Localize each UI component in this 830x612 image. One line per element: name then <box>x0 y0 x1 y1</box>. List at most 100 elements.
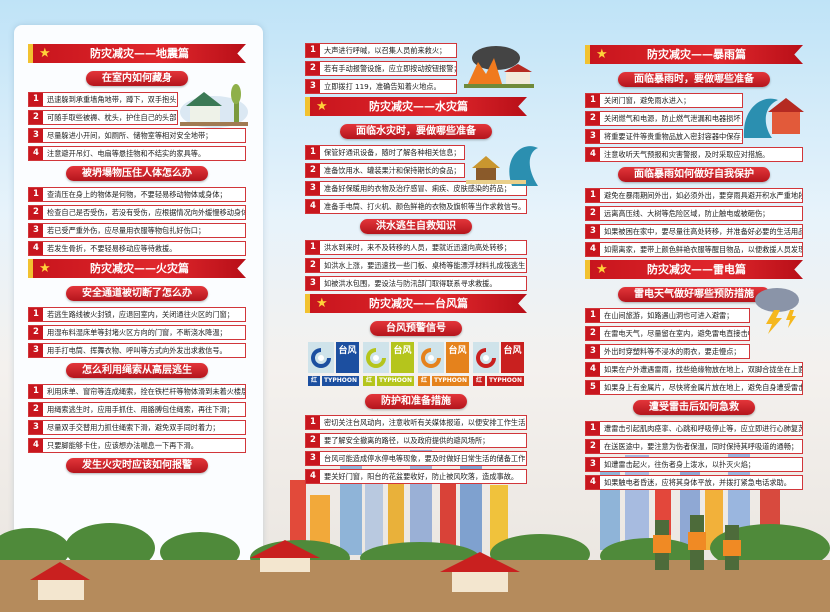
list-item: 4 准备手电筒、打火机、颜色鲜艳的衣物及旗帜等当作求救信号。 <box>305 199 527 214</box>
typhoon-swirl-icon <box>473 342 499 373</box>
item-text: 只要脚能够卡住，应该想办法喘息一下再下滑。 <box>47 441 198 450</box>
item-number: 3 <box>306 452 320 465</box>
list-item: 2 在送医途中，要注意为伤者保温，同时保持其呼吸道的通畅； <box>585 439 803 454</box>
thunder-cloud-icon <box>755 288 799 334</box>
list-item: 4 要关好门窗，阳台的花盆要收好，防止被风吹落，造成事故。 <box>305 469 527 484</box>
list-item: 3 用手打电筒、挥舞衣物、呼叫等方式向外发出求救信号。 <box>28 343 246 358</box>
list-item: 4 如果在户外遭遇雷雨，找些绝缘物放在地上，双脚合拢坐在上面； <box>585 362 803 377</box>
list-item: 2 如洪水上涨，要迅速找一些门板、桌椅等能漂浮材料扎成筏逃生； <box>305 258 527 273</box>
item-number: 2 <box>306 259 320 272</box>
item-text: 将重要证件等贵重物品放入密封容器中保存； <box>604 132 743 141</box>
banner-title: 防灾减灾——火灾篇 <box>90 262 189 275</box>
item-text: 用绳索逃生时，应用手抓住、用胳膊包住绳索，再往下滑； <box>47 405 234 414</box>
subsection-heading: 台风预警信号 <box>370 321 462 336</box>
item-text: 检查自己是否受伤，若没有受伤，应根据情况向外缓慢移动身体； <box>47 208 246 217</box>
banner-title: 防灾减灾——台风篇 <box>369 297 468 310</box>
item-number: 3 <box>29 129 43 142</box>
typhoon-signal-row: 台风红 TYPHOON 台风红 TYPHOON 台风红 TYPHOON 台风红 TYPHOON <box>305 342 527 386</box>
item-number: 2 <box>29 403 43 416</box>
typhoon-cn-label: 台风 <box>391 342 414 373</box>
list-item: 2 用绳索逃生时，应用手抓住、用胳膊包住绳索，再往下滑； <box>28 402 246 417</box>
list-item: 4 注意收听天气预报和灾害警报，及时采取应对措施。 <box>585 147 803 162</box>
list-item: 2 可随手取些被褥、枕头，护住自己的头部； <box>28 110 178 125</box>
item-text: 若发生骨折，不要轻易移动应等待救援。 <box>47 244 177 253</box>
item-number: 2 <box>586 112 600 125</box>
item-number: 1 <box>29 188 43 201</box>
subsection-heading: 发生火灾时应该如何报警 <box>66 458 208 473</box>
typhoon-en-label: TYPHOON <box>377 376 414 386</box>
list-item: 1 关闭门窗，避免雨水进入； <box>585 93 743 108</box>
item-number: 1 <box>29 308 43 321</box>
typhoon-signal-card: 台风红 TYPHOON <box>308 342 359 386</box>
list-item: 4 如需离家，要带上颜色鲜艳衣服等醒目物品，以便救援人员发现。 <box>585 242 803 257</box>
subsection-heading: 面临暴雨时，要做哪些准备 <box>618 72 770 87</box>
banner-title: 防灾减灾——地震篇 <box>90 47 189 60</box>
item-text: 用手打电筒、挥舞衣物、呼叫等方式向外发出求救信号。 <box>47 346 227 355</box>
list-item: 1 若逃生路线被火封锁，应退回室内，关闭通往火区的门窗； <box>28 307 246 322</box>
list-item: 4 只要脚能够卡住，应该想办法喘息一下再下滑。 <box>28 438 246 453</box>
typhoon-en-label: TYPHOON <box>432 376 469 386</box>
item-number: 3 <box>306 277 320 290</box>
list-item: 1 查清压在身上的物体是何物，不要轻易移动物体或身体； <box>28 187 246 202</box>
list-item: 1 在山间旅游，如路遇山洞也可进入避雷； <box>585 308 750 323</box>
list-item: 3 如遭雷击起火，往伤者身上泼水，以扑灭火焰； <box>585 457 803 472</box>
item-number: 3 <box>29 421 43 434</box>
item-text: 保管好通讯设备，随时了解各种相关信息； <box>324 148 461 157</box>
item-text: 在雷电天气，尽量留在室内，避免雷电直接击中； <box>604 329 750 338</box>
item-number: 2 <box>586 327 600 340</box>
item-number: 1 <box>586 309 600 322</box>
typhoon-cn-label: 台风 <box>501 342 524 373</box>
section-banner: ★ 防灾减灾——暴雨篇 <box>585 45 803 64</box>
list-item: 2 在雷电天气，尽量留在室内，避免雷电直接击中； <box>585 326 750 341</box>
item-number: 4 <box>29 147 43 160</box>
item-number: 3 <box>586 458 600 471</box>
item-text: 如果在户外遭遇雷雨，找些绝缘物放在地上，双脚合拢坐在上面； <box>604 365 803 374</box>
typhoon-swirl-icon <box>418 342 444 373</box>
list-item: 3 如被洪水包围，要设法与防汛部门取得联系寻求救援。 <box>305 276 527 291</box>
list-item: 2 远离高压线、大树等危险区域，防止触电或被砸伤； <box>585 206 803 221</box>
item-text: 若已受严重外伤，应尽量用衣服等物包扎好伤口； <box>47 226 206 235</box>
item-number: 1 <box>306 241 320 254</box>
typhoon-cn-label: 台风 <box>336 342 359 373</box>
item-number: 2 <box>586 440 600 453</box>
item-number: 1 <box>306 416 320 429</box>
subsection-heading: 雷电天气做好哪些预防措施 <box>618 287 770 302</box>
list-item: 3 如果被困在家中，要尽量往高处转移，并准备好必要的生活用品； <box>585 224 803 239</box>
item-number: 1 <box>586 422 600 435</box>
section-banner: ★ 防灾减灾——火灾篇 <box>28 259 246 278</box>
star-icon: ★ <box>39 46 51 61</box>
item-text: 台风可能造成停水停电等现象，要及时做好日常生活的储备工作； <box>324 454 527 463</box>
subsection-heading: 防护和准备措施 <box>365 394 467 409</box>
item-text: 准备手电筒、打火机、颜色鲜艳的衣物及旗帜等当作求救信号。 <box>324 202 526 211</box>
item-number: 2 <box>29 111 43 124</box>
section-banner: ★ 防灾减灾——雷电篇 <box>585 260 803 279</box>
item-number: 4 <box>306 470 320 483</box>
item-number: 4 <box>586 363 600 376</box>
item-text: 如被洪水包围，要设法与防汛部门取得联系寻求救援。 <box>324 279 497 288</box>
item-text: 如遭雷击起火，往伤者身上泼水，以扑灭火焰； <box>604 460 755 469</box>
star-icon: ★ <box>39 261 51 276</box>
item-text: 准备饮用水、罐装果汁和保持期长的食品； <box>324 166 461 175</box>
list-item: 3 外出时穿塑料等不浸水的雨衣，要走慢点； <box>585 344 750 359</box>
item-number: 1 <box>29 385 43 398</box>
typhoon-cn-label: 台风 <box>446 342 469 373</box>
item-text: 如需离家，要带上颜色鲜艳衣服等醒目物品，以便救援人员发现。 <box>604 245 803 254</box>
list-item: 2 检查自己是否受伤，若没有受伤，应根据情况向外缓慢移动身体； <box>28 205 246 220</box>
item-text: 准备好保暖用的衣物及治疗感冒、痢疾、皮肤感染的药品； <box>324 184 511 193</box>
list-item: 3 立即拨打 119，准确告知着火地点。 <box>305 79 457 94</box>
item-text: 若有手动报警设施，应立即按动按钮报警； <box>324 64 457 73</box>
list-item: 2 关闭燃气和电源，防止燃气泄漏和电器损坏； <box>585 111 743 126</box>
list-item: 1 遭雷击引起肌肉痉挛、心跳和呼吸停止等，应立即进行心肺复苏术； <box>585 421 803 436</box>
column-1: ★ 防灾减灾——地震篇 在室内如何藏身 1 迅速躲到承重墙角地带，蹲下，双手抱头； 2 可随… <box>28 44 246 479</box>
item-text: 如果触电者昏迷，应将其身体平放，并拨打紧急电话求助。 <box>604 478 791 487</box>
typhoon-en-label: TYPHOON <box>487 376 524 386</box>
list-item: 1 大声进行呼喊，以召集人员前来救火； <box>305 43 457 58</box>
item-number: 3 <box>586 225 600 238</box>
item-text: 迅速躲到承重墙角地带，蹲下，双手抱头； <box>47 95 178 104</box>
star-icon: ★ <box>316 296 328 311</box>
item-text: 遭雷击引起肌肉痉挛、心跳和呼吸停止等，应立即进行心肺复苏术； <box>604 424 803 433</box>
item-text: 密切关注台风动向，注意收听有关媒体报道，以便安排工作生活； <box>324 418 527 427</box>
subsection-heading: 怎么利用绳索从高层逃生 <box>66 363 208 378</box>
typhoon-level: 红 <box>308 376 320 386</box>
item-number: 1 <box>306 146 320 159</box>
